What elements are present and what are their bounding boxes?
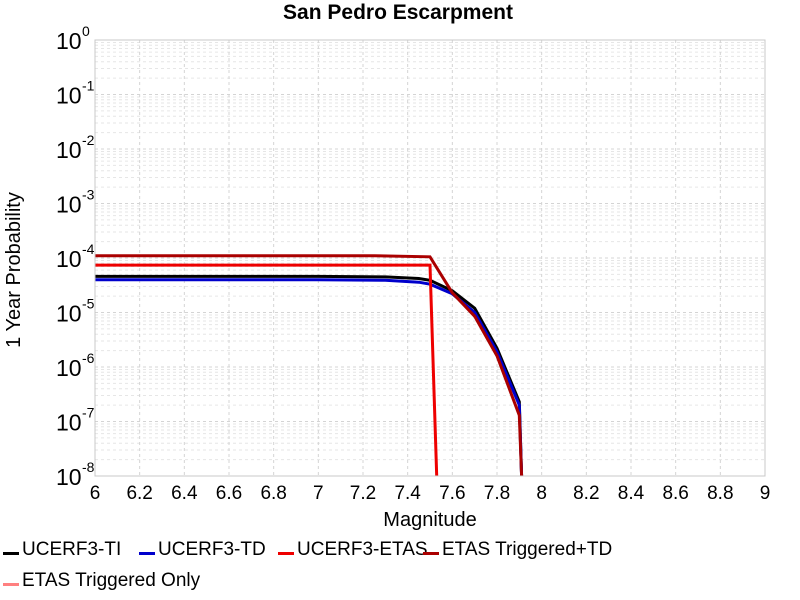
x-tick-label: 6.2: [126, 483, 152, 504]
legend-item-etas-triggered-td: ETAS Triggered+TD: [423, 536, 612, 564]
y-tick-label: 10: [56, 83, 82, 109]
legend-swatch: [3, 551, 19, 555]
x-tick-label: 7.6: [439, 483, 465, 504]
chart-title: San Pedro Escarpment: [283, 1, 513, 24]
y-tick-label: 10: [56, 464, 82, 490]
x-tick-label: 6.8: [260, 483, 286, 504]
legend-swatch: [3, 582, 19, 586]
legend-item-ucerf3-ti: UCERF3-TI: [3, 536, 121, 564]
legend-label: UCERF3-ETAS: [297, 539, 428, 560]
y-tick-label: 10: [56, 301, 82, 327]
y-tick-label: 10: [56, 192, 82, 218]
series-group: [95, 254, 524, 477]
x-tick-label: 7: [313, 483, 324, 504]
legend: UCERF3-TI UCERF3-TD UCERF3-ETAS ETAS Tri…: [0, 536, 800, 600]
x-tick-label: 8.2: [573, 483, 599, 504]
x-tick-label: 7.4: [394, 483, 421, 504]
legend-item-ucerf3-td: UCERF3-TD: [139, 536, 266, 564]
y-tick-label: 10: [56, 355, 82, 381]
legend-label: UCERF3-TI: [22, 539, 122, 560]
y-tick-exponent: 0: [82, 23, 90, 39]
x-tick-label: 8: [536, 483, 547, 504]
y-tick-label: 10: [56, 28, 82, 54]
legend-label: UCERF3-TD: [158, 539, 266, 560]
x-tick-label: 6: [90, 483, 101, 504]
x-axis-ticks: 6 6.2 6.4 6.6 6.8 7 7.2 7.4 7.6 7.8 8 8.2 8.4 8.6 8.8 9: [90, 483, 771, 504]
y-tick-exponent: -8: [82, 459, 95, 475]
legend-swatch: [423, 551, 439, 555]
y-tick-exponent: -5: [82, 296, 95, 312]
y-tick-label: 10: [56, 137, 82, 163]
x-tick-label: 8.8: [707, 483, 733, 504]
legend-item-ucerf3-etas: UCERF3-ETAS: [278, 536, 428, 564]
plot-frame: [94, 39, 766, 477]
x-tick-label: 8.4: [618, 483, 645, 504]
y-tick-exponent: -1: [82, 78, 95, 94]
y-tick-label: 10: [56, 410, 82, 436]
legend-swatch: [139, 551, 155, 555]
y-tick-exponent: -4: [82, 241, 95, 257]
x-tick-label: 8.6: [662, 483, 688, 504]
series-line-ucerf3-etas: [95, 263, 439, 477]
x-tick-label: 6.6: [216, 483, 242, 504]
y-tick-exponent: -2: [82, 132, 95, 148]
legend-item-etas-triggered-only: ETAS Triggered Only: [3, 567, 200, 595]
series-line-ucerf3-td: [95, 278, 524, 477]
grid-minor: [95, 41, 765, 461]
y-tick-label: 10: [56, 246, 82, 272]
x-tick-label: 7.2: [350, 483, 376, 504]
x-axis-label: Magnitude: [383, 509, 476, 531]
chart: San Pedro Escarpment 6 6.2 6.4 6.6 6.8 7 7.2 7.…: [3, 1, 771, 531]
legend-label: ETAS Triggered+TD: [442, 539, 613, 560]
x-tick-label: 6.4: [171, 483, 198, 504]
y-axis-label: 1 Year Probability: [3, 192, 25, 348]
y-tick-exponent: -7: [82, 405, 95, 421]
legend-label: ETAS Triggered Only: [22, 570, 201, 591]
series-line-etas-triggered-td: [95, 254, 524, 477]
x-tick-label: 7.8: [484, 483, 510, 504]
x-tick-label: 9: [760, 483, 771, 504]
legend-swatch: [278, 551, 294, 555]
y-tick-exponent: -6: [82, 350, 95, 366]
y-tick-exponent: -3: [82, 187, 95, 203]
